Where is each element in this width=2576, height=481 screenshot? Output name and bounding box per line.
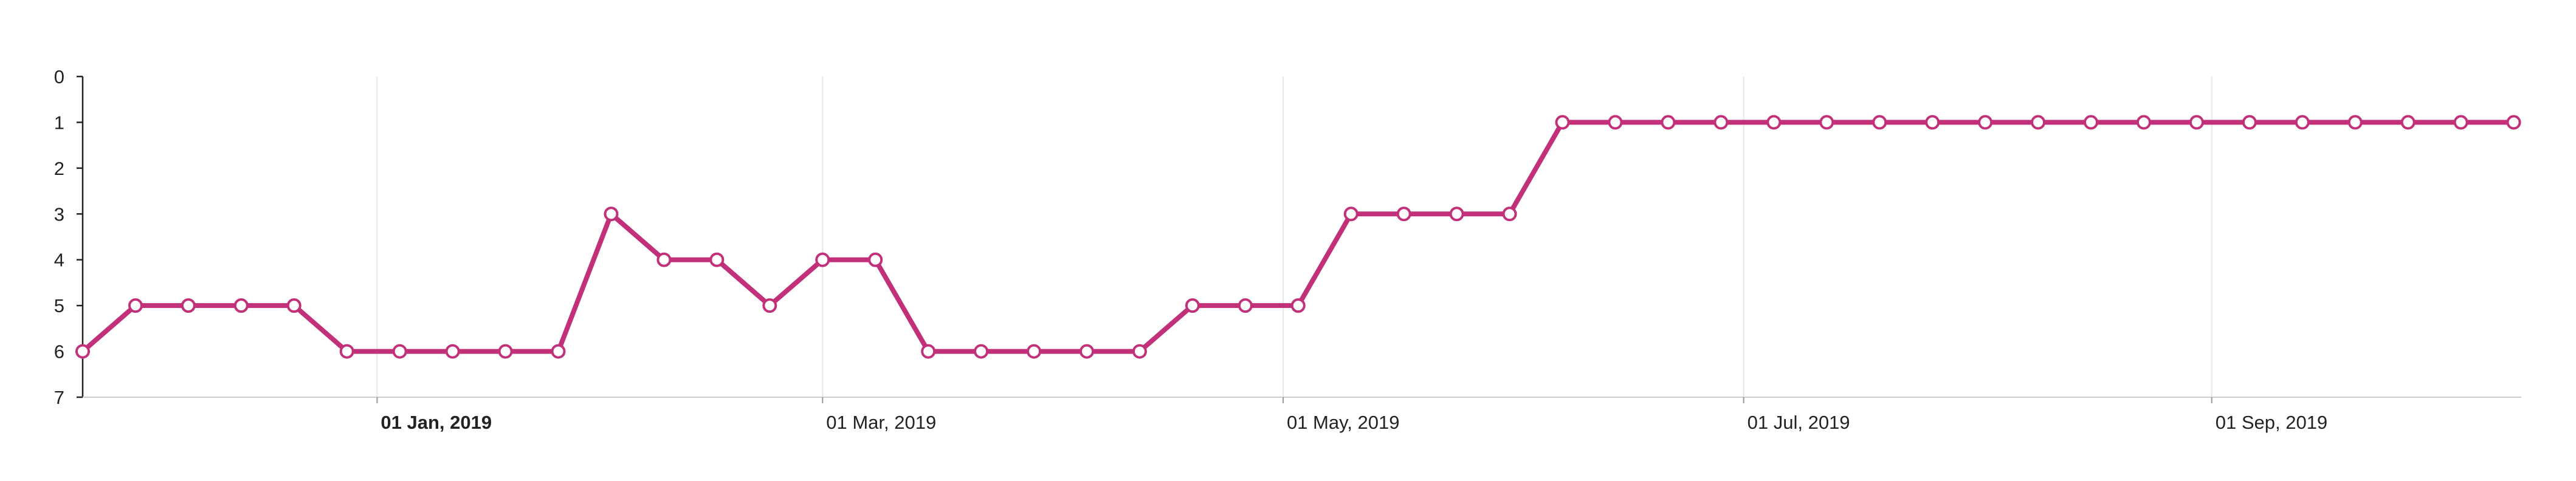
data-point (1396, 206, 1411, 222)
data-point (128, 298, 143, 313)
data-point (1766, 115, 1782, 130)
data-point (498, 344, 513, 359)
data-point (2453, 115, 2468, 130)
data-point (1449, 206, 1464, 222)
grid-lines (376, 77, 2213, 397)
data-point (1080, 344, 1094, 359)
data-point (445, 344, 460, 359)
data-point (709, 252, 725, 267)
data-point (2400, 115, 2416, 130)
data-point (1290, 298, 1306, 313)
data-point (1502, 206, 1517, 222)
data-point (1978, 115, 1993, 130)
data-point (551, 344, 566, 359)
data-point (921, 344, 936, 359)
data-point (2295, 115, 2310, 130)
y-tick-label: 5 (54, 295, 64, 316)
data-point (1238, 298, 1253, 313)
x-tick-label: 01 May, 2019 (1287, 412, 1400, 433)
x-tick-label: 01 Sep, 2019 (2216, 412, 2327, 433)
data-point (1608, 115, 1623, 130)
data-point (392, 344, 407, 359)
series-line (80, 120, 2516, 354)
y-tick-label: 2 (54, 158, 64, 179)
x-axis-ticks: 01 Jan, 2019 01 Mar, 2019 01 May, 2019 01 J… (376, 397, 2327, 433)
x-tick-label: 01 Mar, 2019 (826, 412, 936, 433)
data-point (2242, 115, 2257, 130)
data-point (1343, 206, 1359, 222)
data-point (1027, 344, 1042, 359)
data-point (1819, 115, 1834, 130)
y-tick-label: 4 (54, 250, 64, 271)
x-tick-label: 01 Jan, 2019 (381, 412, 492, 433)
y-tick-label: 7 (54, 387, 64, 408)
data-point (181, 298, 196, 313)
data-points (75, 115, 2521, 359)
data-point (2347, 115, 2363, 130)
data-point (1872, 115, 1887, 130)
data-point (1185, 298, 1200, 313)
y-tick-label: 1 (54, 112, 64, 133)
data-point (815, 252, 830, 267)
data-point (2506, 115, 2521, 130)
series-line-group (80, 120, 2516, 354)
data-point (2084, 115, 2098, 130)
data-point (868, 252, 883, 267)
data-point (2189, 115, 2204, 130)
data-point (604, 206, 619, 222)
y-tick-label: 0 (54, 66, 64, 87)
x-tick-label: 01 Jul, 2019 (1748, 412, 1850, 433)
data-point (75, 344, 90, 359)
data-point (2031, 115, 2046, 130)
y-tick-label: 6 (54, 341, 64, 363)
data-point (2136, 115, 2151, 130)
data-point (339, 344, 354, 359)
data-point (1661, 115, 1676, 130)
y-axis-ticks: 0 1 2 3 4 5 6 7 (54, 66, 83, 408)
axes (81, 77, 2521, 398)
data-point (233, 298, 249, 313)
data-point (1132, 344, 1147, 359)
data-point (286, 298, 301, 313)
data-point (1713, 115, 1729, 130)
data-point (762, 298, 777, 313)
data-point (1925, 115, 1940, 130)
y-tick-label: 3 (54, 203, 64, 225)
data-point (656, 252, 672, 267)
data-point (974, 344, 989, 359)
data-point (1555, 115, 1570, 130)
